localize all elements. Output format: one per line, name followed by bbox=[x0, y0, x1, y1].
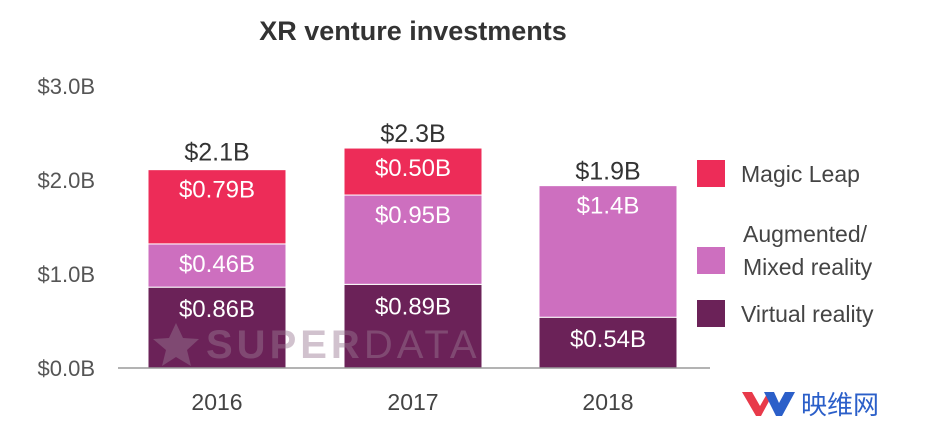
bar-total-label: $1.9B bbox=[575, 157, 640, 185]
bar-segment-label: $0.50B bbox=[375, 155, 451, 182]
legend-label: Augmented/ bbox=[743, 221, 868, 247]
bar-segment-label: $0.54B bbox=[570, 326, 646, 353]
logo: 映维网 bbox=[742, 390, 879, 420]
chart-title: XR venture investments bbox=[259, 16, 567, 46]
x-axis: 2016 2017 2018 bbox=[191, 389, 633, 415]
segment-labels: $0.86B $0.46B $0.79B $0.89B $0.95B $0.50B $0.5… bbox=[179, 155, 646, 353]
y-axis: $0.0B $1.0B $2.0B $3.0B bbox=[38, 74, 96, 381]
bar-segment-label: $1.4B bbox=[577, 193, 640, 220]
bar-segment-label: $0.89B bbox=[375, 293, 451, 320]
y-tick-label: $2.0B bbox=[38, 168, 96, 193]
legend-label: Magic Leap bbox=[741, 161, 860, 187]
bar-segment-label: $0.86B bbox=[179, 296, 255, 323]
total-labels: $2.1B $2.3B $1.9B bbox=[184, 120, 640, 186]
legend-swatch bbox=[697, 247, 725, 274]
legend-swatch bbox=[697, 160, 725, 187]
bar-segment bbox=[538, 185, 678, 318]
legend-label: Virtual reality bbox=[741, 301, 874, 327]
bar-segment bbox=[343, 283, 483, 369]
yv-logo-icon bbox=[742, 392, 795, 416]
x-tick-label: 2016 bbox=[191, 389, 242, 415]
bar-total-label: $2.1B bbox=[184, 139, 249, 167]
legend-swatch bbox=[697, 300, 725, 327]
bar-segment bbox=[147, 243, 287, 288]
bar-segment-label: $0.79B bbox=[179, 177, 255, 204]
logo-text: 映维网 bbox=[801, 390, 879, 420]
watermark: SUPERDATA bbox=[153, 323, 481, 367]
bar-total-label: $2.3B bbox=[380, 120, 445, 148]
bar-segment-label: $0.95B bbox=[375, 202, 451, 229]
star-icon bbox=[153, 323, 199, 366]
y-tick-label: $1.0B bbox=[38, 262, 96, 287]
x-tick-label: 2017 bbox=[387, 389, 438, 415]
bars bbox=[147, 147, 678, 369]
legend: Magic Leap Augmented/Mixed reality Virtual… bbox=[697, 160, 874, 327]
y-tick-label: $3.0B bbox=[38, 74, 96, 99]
bar-segment bbox=[147, 169, 287, 245]
bar-segment bbox=[343, 194, 483, 285]
bar-segment-label: $0.46B bbox=[179, 251, 255, 278]
watermark-text: SUPERDATA bbox=[206, 323, 481, 367]
bar-segment bbox=[147, 286, 287, 369]
bar-segment bbox=[343, 147, 483, 196]
legend-label: Mixed reality bbox=[743, 254, 873, 280]
y-tick-label: $0.0B bbox=[38, 356, 96, 381]
x-tick-label: 2018 bbox=[582, 389, 633, 415]
